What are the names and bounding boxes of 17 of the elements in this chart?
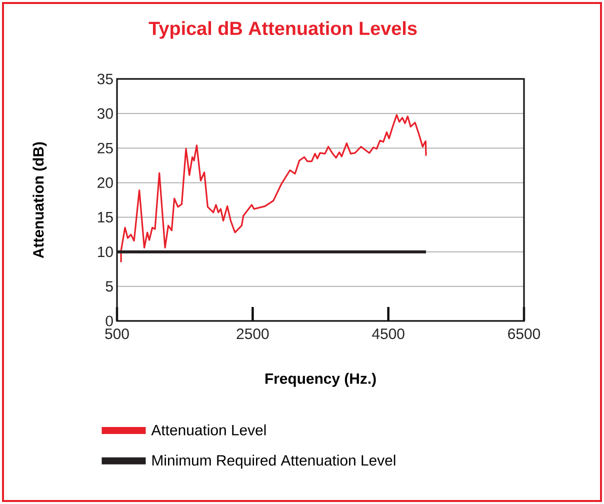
- x-tick-label: 2500: [236, 328, 269, 340]
- x-tick-label: 500: [105, 328, 129, 340]
- y-tick-label: 25: [98, 142, 113, 154]
- legend-label: Attenuation Level: [151, 424, 266, 436]
- y-axis-title: Attenuation (dB): [32, 142, 47, 258]
- x-axis-title: Frequency (Hz.): [265, 372, 376, 387]
- x-tick-label: 6500: [508, 328, 540, 340]
- x-tick-label: 4500: [372, 328, 404, 340]
- y-tick-label: 35: [97, 74, 113, 84]
- y-tick-label: 10: [98, 246, 113, 258]
- chart-title: Typical dB Attenuation Levels: [148, 21, 417, 39]
- y-tick-label: 30: [97, 108, 113, 119]
- y-tick-label: 20: [98, 177, 113, 188]
- y-tick-label: 0: [106, 316, 113, 326]
- y-tick-label: 5: [106, 281, 113, 292]
- y-tick-label: 15: [98, 212, 113, 222]
- legend-label: Minimum Required Attenuation Level: [152, 454, 396, 469]
